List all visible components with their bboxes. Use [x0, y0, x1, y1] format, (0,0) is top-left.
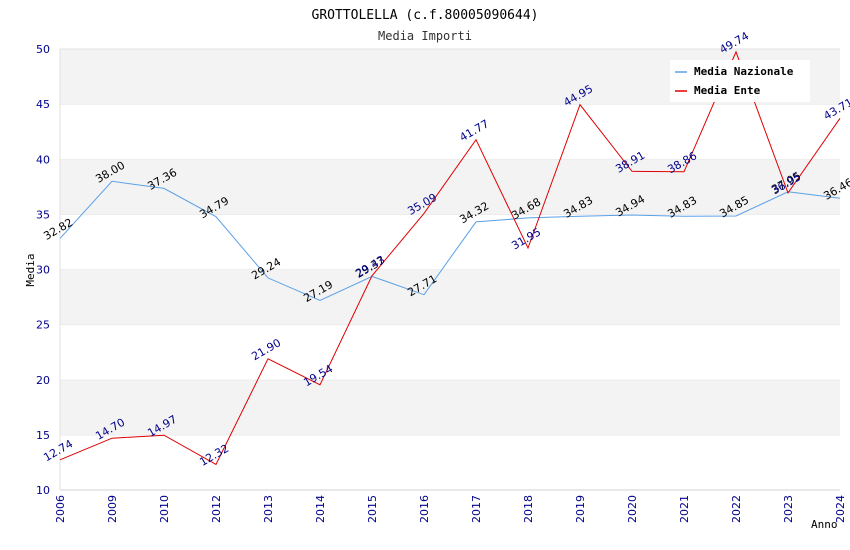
y-axis-ticks: 10 15 20 25 30 35 40 45 50: [36, 43, 50, 497]
grid-band: [60, 379, 840, 435]
x-tick-label: 2012: [210, 495, 223, 523]
y-tick-label: 25: [36, 319, 50, 332]
chart-title: GROTTOLELLA (c.f.80005090644): [312, 8, 539, 23]
grid-band: [60, 214, 840, 270]
series-lines: [59, 50, 841, 466]
x-axis-ticks: 2006 2009 2010 2012 2013 2014 2015 2016 2017 2018…: [54, 495, 847, 523]
series-line-ente: [59, 50, 841, 466]
x-tick-label: 2010: [158, 495, 171, 523]
legend-label-ente: Media Ente: [694, 84, 761, 97]
x-tick-label: 2017: [470, 495, 483, 523]
y-tick-label: 30: [36, 264, 50, 277]
legend-label-nazionale: Media Nazionale: [694, 65, 794, 78]
x-tick-label: 2014: [314, 495, 327, 523]
grid-band: [60, 434, 840, 490]
x-tick-label: 2006: [54, 495, 67, 523]
legend-box: [670, 60, 810, 102]
y-tick-label: 10: [36, 484, 50, 497]
x-tick-label: 2024: [834, 495, 847, 523]
grid-band: [60, 104, 840, 160]
x-tick-label: 2021: [678, 495, 691, 523]
x-axis-label: Anno: [811, 518, 838, 531]
y-tick-label: 40: [36, 153, 50, 166]
x-tick-label: 2019: [574, 495, 587, 523]
grid-band: [60, 324, 840, 380]
y-tick-label: 35: [36, 208, 50, 221]
x-tick-label: 2018: [522, 495, 535, 523]
x-tick-label: 2022: [730, 495, 743, 523]
legend: Media Nazionale Media Ente: [670, 60, 810, 102]
x-tick-label: 2015: [366, 495, 379, 523]
chart-subtitle: Media Importi: [378, 29, 472, 43]
x-tick-label: 2013: [262, 495, 275, 523]
x-tick-label: 2020: [626, 495, 639, 523]
grid-band: [60, 159, 840, 215]
x-tick-label: 2016: [418, 495, 431, 523]
series-line-nazionale: [59, 180, 841, 302]
y-tick-label: 45: [36, 98, 50, 111]
x-tick-label: 2023: [782, 495, 795, 523]
grid-band: [60, 269, 840, 325]
y-tick-label: 15: [36, 429, 50, 442]
y-tick-label: 20: [36, 374, 50, 387]
y-axis-label: Media: [24, 253, 37, 286]
x-tick-label: 2009: [106, 495, 119, 523]
y-tick-label: 50: [36, 43, 50, 56]
